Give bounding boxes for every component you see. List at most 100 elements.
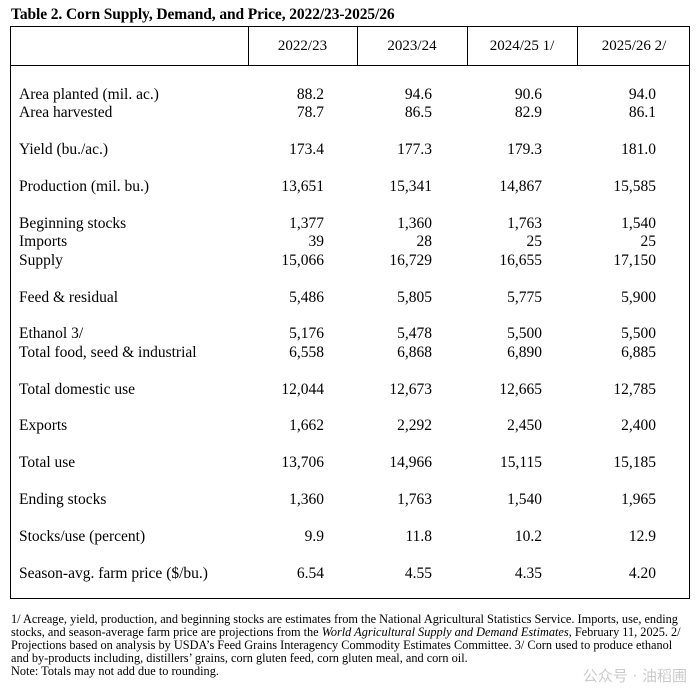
footnote-part: 1/ Acreage, yield, production, and begin…	[11, 612, 678, 639]
column-divider	[248, 27, 249, 65]
cell-value: 90.6	[514, 86, 542, 103]
cell-value: 1,763	[397, 491, 432, 508]
cell-value: 13,651	[281, 178, 324, 195]
cell-value: 5,486	[289, 289, 324, 306]
cell-value: 5,775	[507, 289, 542, 306]
watermark: 公众号 · 油稻圃	[582, 667, 687, 685]
cell-value: 1,360	[397, 215, 432, 232]
table-row: Beginning stocks 1,377 1,360 1,763 1,540	[11, 215, 691, 233]
rounding-note: Note: Totals may not add due to rounding…	[11, 664, 219, 678]
cell-value: 39	[308, 233, 325, 250]
cell-value: 15,066	[281, 252, 324, 269]
cell-value: 6.54	[296, 565, 324, 582]
row-label: Production (mil. bu.)	[19, 178, 150, 195]
column-header: 2023/24	[387, 38, 437, 54]
cell-value: 13,706	[281, 454, 324, 471]
cell-value: 179.3	[507, 141, 542, 158]
table-row: Total use 13,706 14,966 15,115 15,185	[11, 454, 691, 472]
row-label: Ethanol 3/	[19, 325, 84, 342]
row-label: Stocks/use (percent)	[19, 528, 146, 545]
row-label: Exports	[19, 417, 68, 434]
cell-value: 6,868	[397, 344, 432, 361]
table-row: Exports 1,662 2,292 2,450 2,400	[11, 417, 691, 435]
cell-value: 5,478	[397, 325, 432, 342]
cell-value: 28	[416, 233, 433, 250]
row-label: Total use	[19, 454, 76, 471]
cell-value: 9.9	[304, 528, 324, 545]
row-label: Yield (bu./ac.)	[19, 141, 109, 158]
cell-value: 16,729	[389, 252, 432, 269]
table-title: Table 2. Corn Supply, Demand, and Price,…	[11, 6, 395, 23]
column-divider	[467, 27, 468, 65]
cell-value: 4.35	[514, 565, 542, 582]
cell-value: 5,176	[289, 325, 324, 342]
cell-value: 94.6	[404, 86, 432, 103]
footnote-text: 1/ Acreage, yield, production, and begin…	[11, 613, 687, 665]
cell-value: 15,341	[389, 178, 432, 195]
table-row: Ending stocks 1,360 1,763 1,540 1,965	[11, 491, 691, 509]
cell-value: 4.55	[404, 565, 432, 582]
cell-value: 1,965	[621, 491, 656, 508]
cell-value: 1,540	[621, 215, 656, 232]
row-label: Total food, seed & industrial	[19, 344, 197, 361]
cell-value: 1,377	[289, 215, 324, 232]
cell-value: 86.1	[628, 104, 656, 121]
cell-value: 16,655	[499, 252, 542, 269]
footnotes: 1/ Acreage, yield, production, and begin…	[11, 613, 687, 678]
cell-value: 177.3	[397, 141, 432, 158]
cell-value: 1,540	[507, 491, 542, 508]
footnote-italic: World Agricultural Supply and Demand Est…	[321, 625, 569, 639]
header-divider	[11, 65, 689, 66]
column-header: 2024/25 1/	[489, 38, 555, 54]
cell-value: 5,805	[397, 289, 432, 306]
cell-value: 14,867	[499, 178, 542, 195]
cell-value: 94.0	[628, 86, 656, 103]
cell-value: 5,900	[621, 289, 656, 306]
cell-value: 181.0	[621, 141, 656, 158]
cell-value: 25	[526, 233, 543, 250]
data-table: 2022/23 2023/24 2024/25 1/ 2025/26 2/ Ar…	[10, 26, 690, 599]
cell-value: 10.2	[514, 528, 542, 545]
column-header: 2022/23	[277, 38, 328, 54]
table-row: Ethanol 3/5,176 5,478 5,500 5,500	[11, 325, 691, 343]
table-row: Area harvested 78.7 86.5 82.9 86.1	[11, 104, 691, 122]
cell-value: 17,150	[613, 252, 656, 269]
row-label: Supply	[19, 252, 63, 269]
table-row: Feed & residual 5,486 5,805 5,775 5,900	[11, 289, 691, 307]
cell-value: 1,662	[289, 417, 324, 434]
cell-value: 2,400	[621, 417, 656, 434]
cell-value: 6,885	[621, 344, 656, 361]
cell-value: 4.20	[628, 565, 656, 582]
cell-value: 12,785	[613, 381, 656, 398]
cell-value: 5,500	[621, 325, 656, 342]
cell-value: 15,185	[613, 454, 656, 471]
table-row: Production (mil. bu.) 13,651 15,341 14,867 1…	[11, 178, 691, 196]
cell-value: 1,763	[507, 215, 542, 232]
cell-value: 82.9	[514, 104, 542, 121]
table-row: Area planted (mil. ac.) 88.2 94.6 90.6 94.0	[11, 86, 691, 104]
row-label: Feed & residual	[19, 289, 119, 306]
cell-value: 78.7	[296, 104, 324, 121]
cell-value: 15,585	[613, 178, 656, 195]
column-divider	[577, 27, 578, 65]
column-divider	[357, 27, 358, 65]
cell-value: 12,673	[389, 381, 432, 398]
cell-value: 2,292	[397, 417, 432, 434]
cell-value: 2,450	[507, 417, 542, 434]
row-label: Area planted (mil. ac.)	[19, 86, 159, 103]
footnote-part: , February 11, 2025. 2/ Projections base…	[11, 625, 681, 665]
row-label: Ending stocks	[19, 491, 107, 508]
row-label: Beginning stocks	[19, 215, 127, 232]
row-label: Total domestic use	[19, 381, 136, 398]
cell-value: 12,044	[281, 381, 324, 398]
cell-value: 15,115	[499, 454, 542, 471]
row-label: Season-avg. farm price ($/bu.)	[19, 565, 208, 582]
cell-value: 6,890	[507, 344, 542, 361]
table-row: Imports 39 28 25 25	[11, 233, 691, 251]
cell-value: 11.8	[405, 528, 432, 545]
cell-value: 14,966	[389, 454, 432, 471]
table-row: Yield (bu./ac.) 173.4 177.3 179.3 181.0	[11, 141, 691, 159]
cell-value: 88.2	[296, 86, 324, 103]
cell-value: 12.9	[628, 528, 656, 545]
table-row: Stocks/use (percent) 9.9 11.8 10.2 12.9	[11, 528, 691, 546]
